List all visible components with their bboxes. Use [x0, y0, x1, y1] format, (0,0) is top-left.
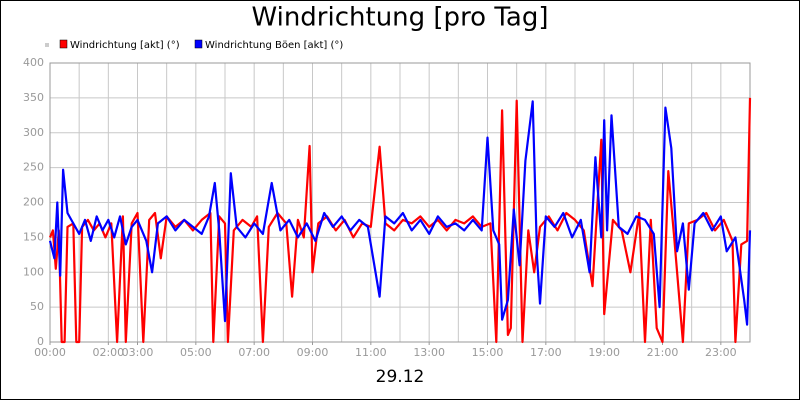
legend-label: Windrichtung Böen [akt] (°) [205, 40, 343, 51]
y-tick-label: 350 [23, 91, 44, 104]
x-tick-label: 03:00 [122, 346, 154, 359]
chart-title: Windrichtung [pro Tag] [251, 3, 548, 33]
x-tick-label: 13:00 [413, 346, 445, 359]
x-axis-label: 29.12 [376, 367, 425, 387]
y-tick-label: 100 [23, 265, 44, 278]
y-tick-label: 150 [23, 230, 44, 243]
x-tick-label: 23:00 [705, 346, 737, 359]
legend-swatch [194, 39, 203, 49]
x-tick-label: 11:00 [355, 346, 387, 359]
x-tick-label: 15:00 [472, 346, 504, 359]
legend-swatch [59, 39, 68, 49]
x-tick-label: 19:00 [588, 346, 620, 359]
y-tick-label: 400 [23, 56, 44, 69]
y-tick-label: 50 [30, 300, 44, 313]
x-tick-label: 05:00 [180, 346, 212, 359]
legend-marker [45, 43, 49, 47]
series-line [48, 100, 752, 326]
x-tick-label: 00:00 [34, 346, 66, 359]
y-tick-label: 250 [23, 161, 44, 174]
y-tick-label: 0 [37, 335, 44, 348]
x-tick-label: 21:00 [647, 346, 679, 359]
x-tick-label: 09:00 [297, 346, 329, 359]
y-tick-label: 300 [23, 126, 44, 139]
y-tick-label: 200 [23, 196, 44, 209]
x-tick-label: 17:00 [530, 346, 562, 359]
x-tick-label: 02:00 [92, 346, 124, 359]
legend-label: Windrichtung [akt] (°) [70, 40, 180, 51]
plot-border [49, 62, 751, 343]
x-tick-label: 07:00 [238, 346, 270, 359]
